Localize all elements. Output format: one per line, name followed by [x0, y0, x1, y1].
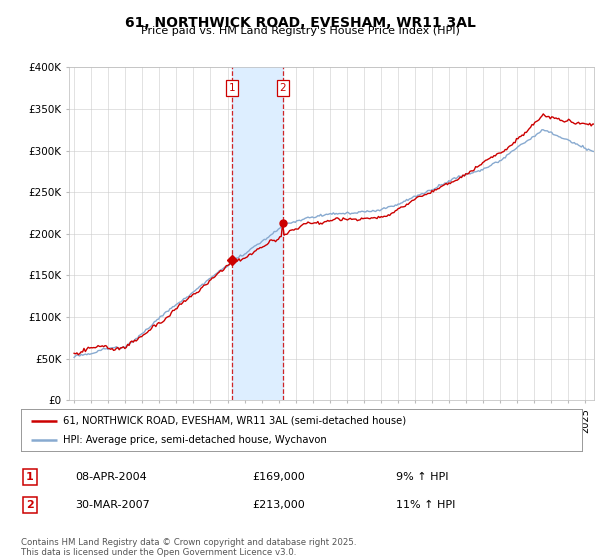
Text: £169,000: £169,000: [252, 472, 305, 482]
Text: £213,000: £213,000: [252, 500, 305, 510]
Text: 2: 2: [26, 500, 34, 510]
Text: 1: 1: [26, 472, 34, 482]
Text: 2: 2: [280, 83, 286, 93]
Text: Price paid vs. HM Land Registry's House Price Index (HPI): Price paid vs. HM Land Registry's House …: [140, 26, 460, 36]
Text: 08-APR-2004: 08-APR-2004: [75, 472, 147, 482]
Text: 30-MAR-2007: 30-MAR-2007: [75, 500, 150, 510]
Text: 61, NORTHWICK ROAD, EVESHAM, WR11 3AL (semi-detached house): 61, NORTHWICK ROAD, EVESHAM, WR11 3AL (s…: [63, 416, 406, 426]
Text: 11% ↑ HPI: 11% ↑ HPI: [396, 500, 455, 510]
Text: HPI: Average price, semi-detached house, Wychavon: HPI: Average price, semi-detached house,…: [63, 435, 327, 445]
Text: Contains HM Land Registry data © Crown copyright and database right 2025.
This d: Contains HM Land Registry data © Crown c…: [21, 538, 356, 557]
Text: 1: 1: [229, 83, 235, 93]
Text: 61, NORTHWICK ROAD, EVESHAM, WR11 3AL: 61, NORTHWICK ROAD, EVESHAM, WR11 3AL: [125, 16, 475, 30]
Text: 9% ↑ HPI: 9% ↑ HPI: [396, 472, 449, 482]
Bar: [232, 67, 283, 400]
